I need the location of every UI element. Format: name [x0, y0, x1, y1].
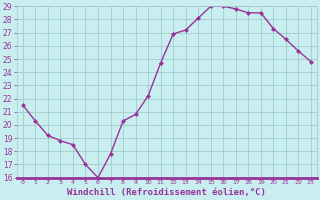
X-axis label: Windchill (Refroidissement éolien,°C): Windchill (Refroidissement éolien,°C) — [68, 188, 266, 197]
